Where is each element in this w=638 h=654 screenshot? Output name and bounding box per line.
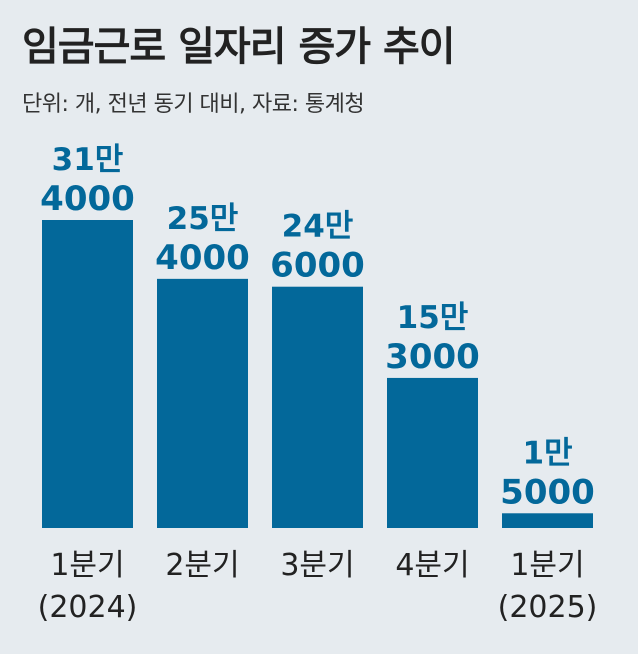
value-label-3-line2: 6000 [270, 246, 365, 286]
value-label-1-line2: 4000 [40, 179, 135, 219]
value-label-2-line1: 25만 [167, 201, 239, 237]
value-label-3-line1: 24만 [282, 209, 354, 245]
x-tick-label-1: 1분기 [50, 548, 124, 583]
x-tick-label-5-year: (2025) [498, 590, 598, 625]
chart-title: 임금근로 일자리 증가 추이 [22, 24, 456, 70]
x-tick-label-4: 4분기 [395, 548, 469, 583]
chart-subtitle: 단위: 개, 전년 동기 대비, 자료: 통계청 [22, 92, 365, 117]
bar-5 [502, 513, 593, 528]
value-label-4-line2: 3000 [385, 337, 480, 377]
value-label-1-line1: 31만 [52, 142, 124, 178]
bar-1 [42, 220, 133, 528]
x-tick-label-2: 2분기 [165, 548, 239, 583]
value-label-2-line2: 4000 [155, 238, 250, 278]
x-tick-label-5: 1분기 [510, 548, 584, 583]
bar-3 [272, 286, 363, 528]
x-tick-label-3: 3분기 [280, 548, 354, 583]
bar-2 [157, 278, 248, 528]
value-label-5-line1: 1만 [522, 435, 572, 471]
bar-4 [387, 377, 478, 528]
value-label-4-line1: 15만 [397, 300, 469, 336]
x-tick-label-1-year: (2024) [38, 590, 138, 625]
value-label-5-line2: 5000 [500, 472, 595, 512]
